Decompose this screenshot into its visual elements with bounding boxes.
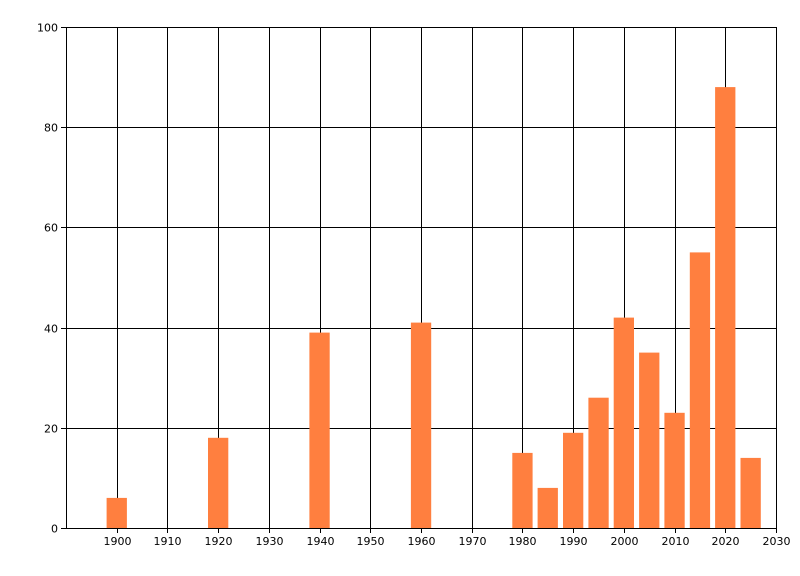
x-tick-label: 1990 — [560, 535, 588, 548]
bar-1920 — [208, 437, 229, 528]
x-tick-label: 1960 — [408, 535, 436, 548]
x-tick-label: 1950 — [357, 535, 385, 548]
x-tick-label: 2020 — [712, 535, 740, 548]
bar-2005 — [639, 352, 660, 528]
bar-2015 — [689, 252, 711, 528]
x-tick-label: 2030 — [763, 535, 791, 548]
y-tick-label: 20 — [44, 423, 58, 436]
y-tick-label: 100 — [37, 22, 58, 35]
bar-2000 — [613, 317, 634, 528]
bar-1980 — [512, 452, 533, 528]
x-tick-label: 1940 — [307, 535, 335, 548]
y-tick-label: 0 — [51, 523, 58, 536]
bar-1960 — [410, 322, 432, 528]
y-tick-label: 60 — [44, 222, 58, 235]
x-axis-ticks: 1900 1910 1920 1930 1940 1950 1960 1970 1980 1990… — [104, 528, 791, 548]
bar-1990 — [563, 432, 584, 528]
x-tick-label: 1980 — [509, 535, 537, 548]
bars — [106, 87, 761, 528]
bar-1940 — [309, 332, 330, 528]
bar-1995 — [588, 397, 609, 528]
y-axis-ticks: 0 20 40 60 80 100 — [37, 22, 66, 536]
x-tick-label: 1910 — [154, 535, 182, 548]
bar-2020 — [715, 87, 736, 528]
x-tick-label: 2000 — [611, 535, 639, 548]
x-tick-label: 1900 — [104, 535, 132, 548]
x-tick-label: 2010 — [662, 535, 690, 548]
bar-1900 — [106, 497, 127, 528]
bar-1985 — [537, 487, 558, 528]
x-tick-label: 1920 — [205, 535, 233, 548]
bar-2010 — [664, 412, 685, 528]
y-tick-label: 40 — [44, 323, 58, 336]
x-tick-label: 1970 — [459, 535, 487, 548]
y-tick-label: 80 — [44, 122, 58, 135]
x-tick-label: 1930 — [256, 535, 284, 548]
bar-2025 — [740, 457, 761, 528]
